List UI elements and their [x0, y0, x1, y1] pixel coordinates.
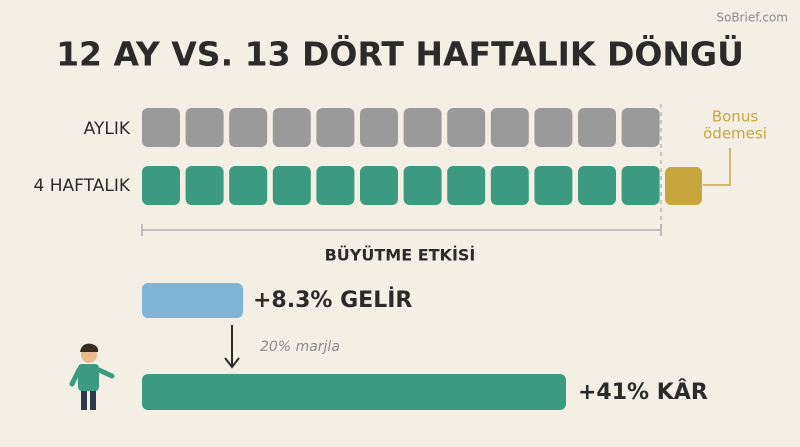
period-block	[229, 108, 268, 147]
period-block	[578, 166, 616, 205]
row-label: AYLIK	[84, 119, 131, 139]
period-block	[142, 108, 180, 147]
period-block	[403, 166, 442, 205]
period-block	[360, 166, 398, 205]
period-blocks	[142, 108, 660, 205]
bonus-label: ödemesi	[703, 125, 767, 143]
person-icon	[69, 343, 115, 410]
title: 12 AY VS. 13 DÖRT HAFTALIK DÖNGÜ	[56, 34, 744, 74]
period-block	[142, 166, 180, 205]
period-block	[490, 166, 529, 205]
arrow	[224, 325, 240, 369]
period-block	[621, 166, 660, 205]
period-block	[534, 108, 573, 147]
revenue-label: +8.3% GELİR	[253, 287, 412, 313]
profit-label: +41% KÂR	[578, 379, 708, 405]
bonus-label: Bonus	[712, 108, 758, 126]
period-block	[578, 108, 616, 147]
margin-note: 20% marjla	[260, 339, 340, 355]
period-block	[229, 166, 268, 205]
period-block	[534, 166, 573, 205]
section-title: BÜYÜTME ETKİSİ	[325, 246, 476, 265]
period-block	[447, 166, 486, 205]
period-block	[360, 108, 398, 147]
period-block	[272, 166, 311, 205]
row-label: 4 HAFTALIK	[34, 176, 131, 196]
period-block	[316, 166, 355, 205]
bonus-connector	[703, 148, 731, 186]
period-block	[185, 166, 224, 205]
period-block	[403, 108, 442, 147]
bonus-block	[665, 167, 702, 205]
revenue-bar	[142, 283, 243, 318]
period-block	[272, 108, 311, 147]
bracket	[141, 224, 662, 236]
period-block	[316, 108, 355, 147]
profit-bar	[142, 374, 566, 410]
period-block	[185, 108, 224, 147]
period-block	[621, 108, 660, 147]
watermark: SoBrief.com	[716, 11, 788, 25]
period-block	[490, 108, 529, 147]
period-block	[447, 108, 486, 147]
